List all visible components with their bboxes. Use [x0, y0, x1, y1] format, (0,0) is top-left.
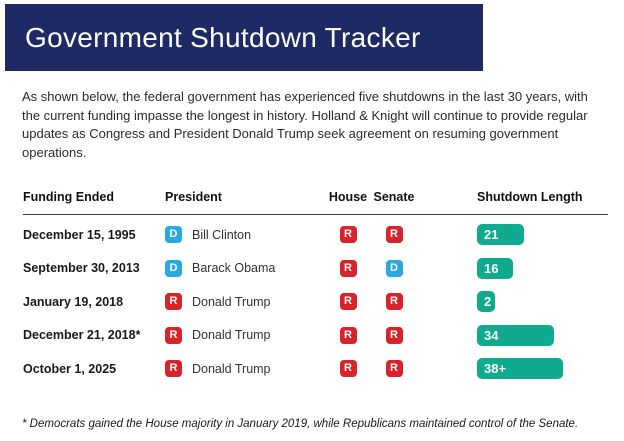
table-row: December 15, 1995 D Bill Clinton R R 21	[23, 218, 608, 252]
president-cell: R Donald Trump	[165, 326, 325, 344]
shutdown-length-bar: 21	[477, 224, 524, 246]
president-name: Donald Trump	[192, 294, 271, 309]
house-cell: R	[325, 293, 371, 311]
president-cell: R Donald Trump	[165, 360, 325, 378]
president-party-badge: R	[165, 326, 182, 344]
shutdown-length-cell: 2	[477, 291, 608, 313]
senate-cell: R	[371, 293, 417, 311]
column-header-president: President	[165, 190, 222, 204]
house-cell: R	[325, 259, 371, 277]
house-party-badge: R	[339, 259, 357, 277]
president-name: Bill Clinton	[192, 227, 252, 242]
house-party-badge: R	[339, 326, 357, 344]
house-party-badge: R	[339, 360, 357, 378]
house-party-badge: R	[339, 226, 357, 244]
president-cell: D Barack Obama	[165, 259, 325, 277]
column-header-funding-ended: Funding Ended	[23, 190, 114, 204]
president-party-badge: D	[165, 226, 182, 244]
house-cell: R	[325, 326, 371, 344]
header-divider	[23, 214, 608, 215]
president-cell: R Donald Trump	[165, 293, 325, 311]
funding-ended-cell: January 19, 2018	[23, 294, 124, 309]
title-banner: Government Shutdown Tracker	[5, 4, 483, 71]
senate-cell: R	[371, 226, 417, 244]
president-party-badge: R	[165, 360, 182, 378]
funding-ended-cell: December 15, 1995	[23, 227, 136, 242]
shutdown-length-bar: 2	[477, 291, 495, 313]
shutdown-length-bar: 16	[477, 257, 513, 279]
table-row: October 1, 2025 R Donald Trump R R 38+	[23, 352, 608, 386]
shutdown-length-cell: 21	[477, 224, 608, 246]
senate-party-badge: R	[385, 226, 403, 244]
senate-party-badge: R	[385, 293, 403, 311]
president-name: Barack Obama	[192, 261, 276, 276]
president-party-badge: R	[165, 293, 182, 311]
table-row: January 19, 2018 R Donald Trump R R 2	[23, 285, 608, 319]
page-title: Government Shutdown Tracker	[25, 21, 421, 53]
shutdown-length-cell: 34	[477, 324, 608, 346]
house-party-badge: R	[339, 293, 357, 311]
shutdown-length-cell: 38+	[477, 358, 608, 380]
senate-cell: R	[371, 360, 417, 378]
shutdown-length-bar: 34	[477, 324, 554, 346]
footnote: * Democrats gained the House majority in…	[22, 418, 579, 430]
senate-cell: R	[371, 326, 417, 344]
column-header-house: House	[328, 190, 368, 204]
funding-ended-cell: December 21, 2018*	[23, 328, 141, 343]
senate-cell: D	[371, 259, 417, 277]
house-cell: R	[325, 226, 371, 244]
president-party-badge: D	[165, 259, 182, 277]
president-name: Donald Trump	[192, 328, 271, 343]
table-header-row: Funding Ended President House Senate Shu…	[23, 188, 608, 206]
president-cell: D Bill Clinton	[165, 226, 325, 244]
column-header-senate: Senate	[373, 190, 415, 204]
senate-party-badge: R	[385, 326, 403, 344]
table-row: December 21, 2018* R Donald Trump R R 34	[23, 319, 608, 353]
shutdown-length-bar: 38+	[477, 358, 563, 380]
shutdown-length-cell: 16	[477, 257, 608, 279]
senate-party-badge: D	[385, 259, 403, 277]
column-header-shutdown-length: Shutdown Length	[477, 190, 583, 204]
president-name: Donald Trump	[192, 361, 271, 376]
house-cell: R	[325, 360, 371, 378]
funding-ended-cell: September 30, 2013	[23, 261, 140, 276]
shutdown-table: Funding Ended President House Senate Shu…	[23, 188, 608, 386]
senate-party-badge: R	[385, 360, 403, 378]
intro-paragraph: As shown below, the federal government h…	[22, 89, 588, 160]
table-body: December 15, 1995 D Bill Clinton R R 21 …	[23, 218, 608, 386]
table-row: September 30, 2013 D Barack Obama R D 16	[23, 252, 608, 286]
funding-ended-cell: October 1, 2025	[23, 361, 117, 376]
